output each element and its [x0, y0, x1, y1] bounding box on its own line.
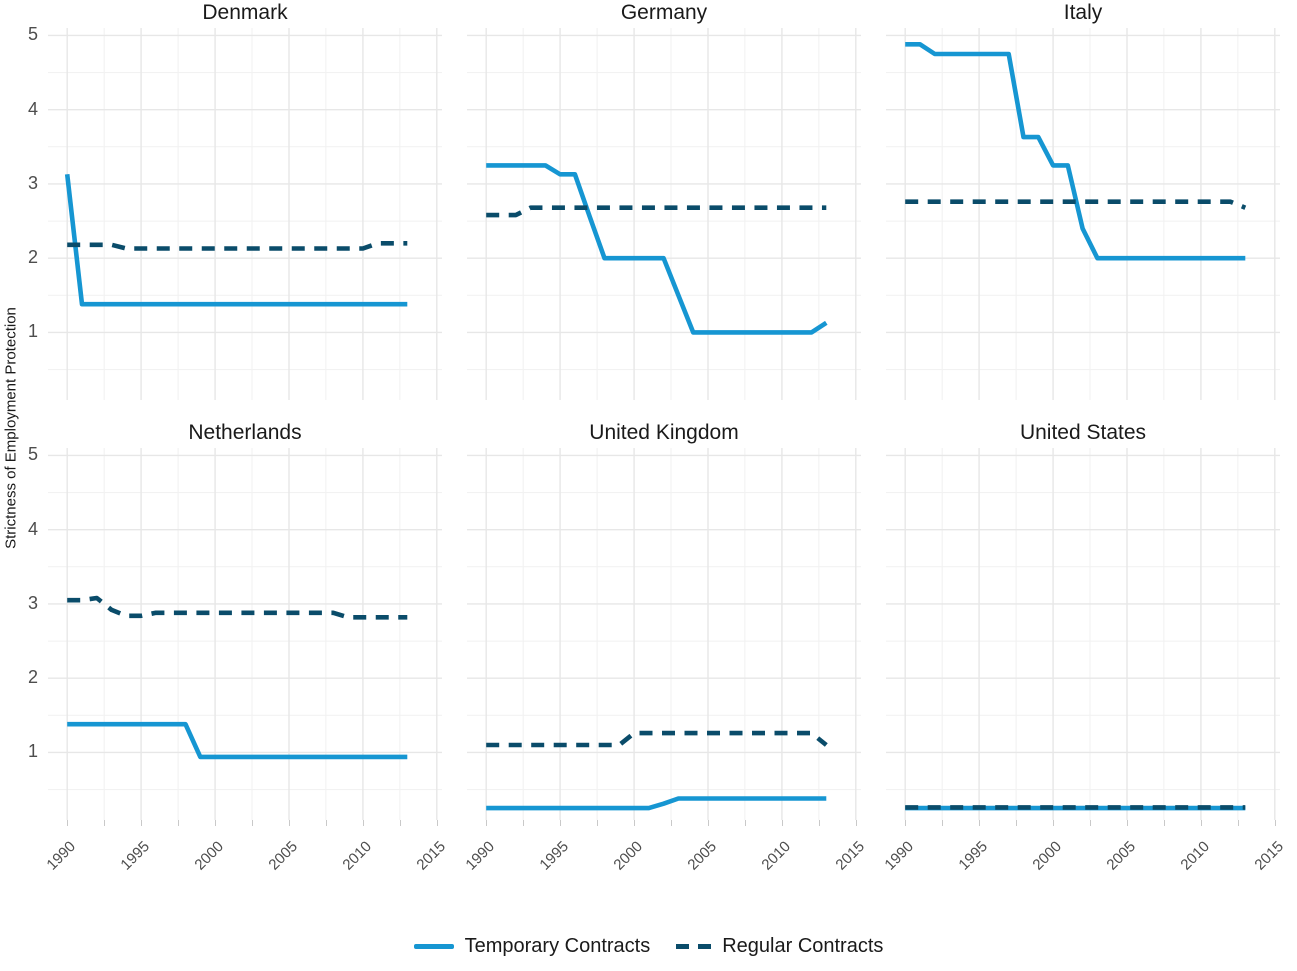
x-tick-mark — [1237, 820, 1240, 826]
facet-plot-united-kingdom — [467, 448, 861, 820]
x-tick-mark — [942, 820, 944, 826]
x-tick-label: 1995 — [536, 838, 573, 874]
x-tick-mark — [818, 820, 821, 826]
x-tick-mark — [855, 820, 858, 826]
x-tick-label: 2015 — [832, 838, 868, 874]
legend-item-regular: Regular Contracts — [676, 935, 883, 958]
y-tick-label: 3 — [27, 593, 38, 613]
x-tick-label: 2000 — [610, 838, 647, 874]
facet-title: Germany — [620, 1, 708, 24]
x-tick-label: 2005 — [684, 838, 721, 874]
x-tick-mark — [325, 820, 328, 826]
legend-item-temporary: Temporary Contracts — [413, 935, 651, 958]
facet-title: Italy — [1063, 1, 1103, 24]
x-tick-mark — [141, 820, 143, 826]
y-tick-label: 3 — [27, 173, 38, 193]
y-tick-label: 5 — [27, 444, 38, 464]
x-tick-mark — [979, 820, 981, 826]
x-tick-mark — [486, 820, 488, 826]
facet-plot-netherlands — [48, 448, 442, 820]
x-tick-mark — [1127, 820, 1129, 826]
x-tick-mark — [1053, 820, 1055, 826]
facet-panel-united-states: United States — [886, 421, 1280, 820]
y-tick-label: 2 — [27, 247, 38, 267]
x-tick-label: 1995 — [955, 838, 992, 874]
x-tick-mark — [708, 820, 710, 826]
x-tick-mark — [252, 820, 254, 826]
x-tick-mark — [781, 820, 784, 826]
facet-plot-denmark — [48, 28, 442, 400]
y-tick-label: 4 — [27, 99, 38, 119]
x-tick-mark — [362, 820, 365, 826]
x-tick-mark — [1016, 820, 1018, 826]
legend-label: Temporary Contracts — [464, 935, 651, 957]
facet-title: United Kingdom — [589, 421, 739, 444]
x-tick-label: 1990 — [881, 838, 918, 874]
x-tick-mark — [289, 820, 291, 826]
y-tick-label: 2 — [27, 667, 38, 687]
x-tick-label: 2005 — [1103, 838, 1140, 874]
x-tick-label: 1990 — [43, 838, 80, 874]
temporary-contracts-line-key — [413, 944, 454, 949]
facet-title: United States — [1019, 421, 1147, 444]
x-tick-label: 2010 — [339, 838, 375, 874]
facet-panel-united-kingdom: United Kingdom — [467, 421, 861, 820]
facet-panel-netherlands: Netherlands — [48, 421, 442, 820]
x-tick-mark — [178, 820, 180, 826]
facet-panel-denmark: Denmark — [48, 1, 442, 400]
y-axis-title: Strictness of Employment Protection — [2, 307, 20, 549]
facet-title: Netherlands — [188, 421, 302, 444]
facet-panel-germany: Germany — [467, 1, 861, 400]
x-tick-label: 2000 — [1029, 838, 1066, 874]
x-tick-label: 2010 — [758, 838, 794, 874]
facet-panel-italy: Italy — [886, 1, 1280, 400]
x-tick-mark — [104, 820, 106, 826]
y-tick-label: 5 — [27, 24, 38, 44]
x-tick-mark — [67, 820, 69, 826]
x-tick-mark — [523, 820, 525, 826]
y-tick-label: 4 — [27, 519, 38, 539]
x-tick-label: 2015 — [413, 838, 449, 874]
x-tick-mark — [215, 820, 217, 826]
x-tick-label: 2000 — [191, 838, 228, 874]
x-tick-mark — [436, 820, 439, 826]
x-tick-mark — [905, 820, 907, 826]
x-tick-mark — [399, 820, 402, 826]
x-tick-mark — [1090, 820, 1092, 826]
x-tick-mark — [1163, 820, 1166, 826]
facet-plot-italy — [886, 28, 1280, 400]
legend-label: Regular Contracts — [722, 935, 884, 957]
x-tick-mark — [1274, 820, 1277, 826]
facet-plot-united-states — [886, 448, 1280, 820]
x-tick-mark — [671, 820, 673, 826]
y-tick-label: 1 — [27, 321, 38, 341]
x-tick-label: 1995 — [117, 838, 154, 874]
regular-contracts-line-key — [676, 944, 712, 949]
x-tick-mark — [1200, 820, 1203, 826]
facet-plot-germany — [467, 28, 861, 400]
x-tick-label: 2015 — [1251, 838, 1287, 874]
x-tick-mark — [634, 820, 636, 826]
x-tick-mark — [597, 820, 599, 826]
x-tick-mark — [560, 820, 562, 826]
facet-title: Denmark — [202, 1, 288, 24]
x-tick-label: 2010 — [1177, 838, 1213, 874]
y-tick-label: 1 — [27, 741, 38, 761]
x-tick-mark — [744, 820, 747, 826]
chart-legend: Temporary Contracts Regular Contracts — [0, 935, 1297, 958]
x-tick-label: 1990 — [462, 838, 499, 874]
x-tick-label: 2005 — [265, 838, 302, 874]
